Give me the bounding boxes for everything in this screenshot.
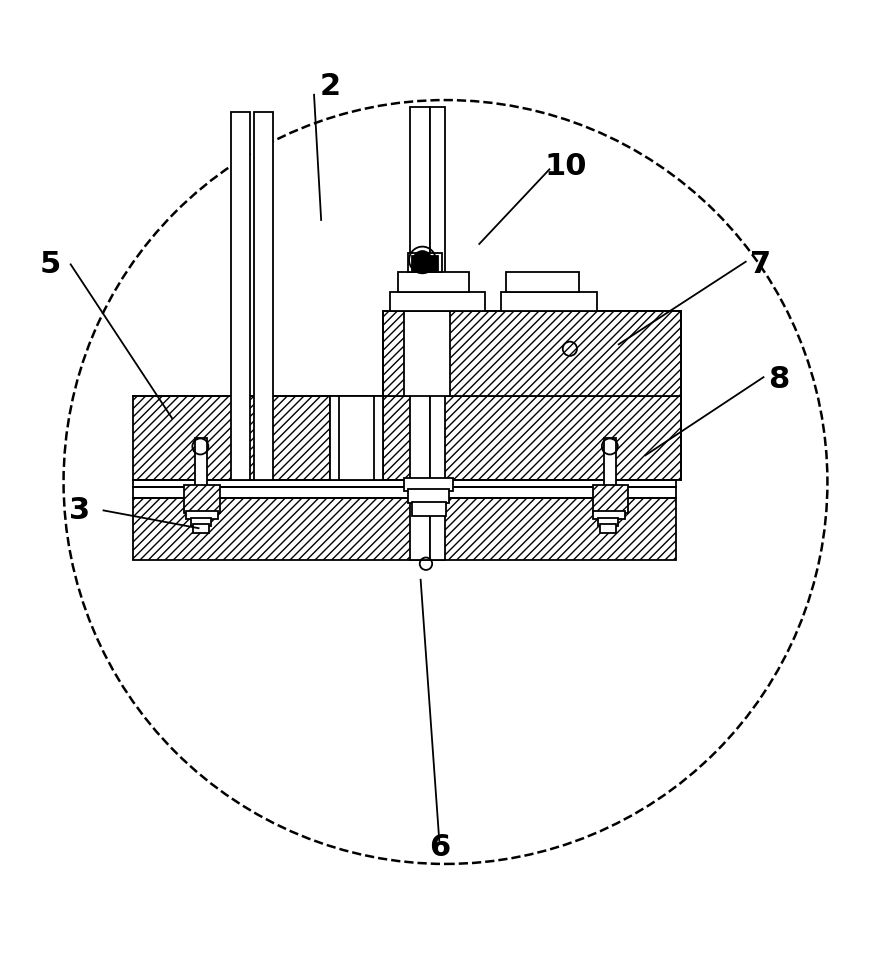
Bar xyxy=(330,396,383,480)
Bar xyxy=(192,518,211,526)
Bar xyxy=(598,518,617,526)
Bar xyxy=(408,489,449,503)
Text: 5: 5 xyxy=(39,250,61,279)
Bar xyxy=(412,256,438,271)
Bar xyxy=(339,396,374,480)
Text: 10: 10 xyxy=(544,152,586,181)
Bar xyxy=(398,273,470,292)
Bar xyxy=(593,485,628,513)
Bar xyxy=(186,511,218,520)
Bar xyxy=(133,480,676,488)
Bar xyxy=(412,501,446,516)
Bar xyxy=(603,438,616,487)
Bar xyxy=(195,438,208,487)
Bar xyxy=(231,112,250,480)
Bar xyxy=(506,273,579,292)
Bar xyxy=(600,523,616,533)
Bar xyxy=(133,498,676,560)
Bar xyxy=(133,488,676,498)
Text: 6: 6 xyxy=(429,834,450,863)
Bar xyxy=(383,311,681,396)
Bar xyxy=(593,511,625,520)
Text: 8: 8 xyxy=(768,365,789,394)
Bar xyxy=(184,485,220,513)
Bar xyxy=(410,107,429,560)
Text: 3: 3 xyxy=(69,495,90,525)
Bar xyxy=(404,311,450,396)
Bar xyxy=(193,523,209,533)
Bar xyxy=(133,396,330,480)
Circle shape xyxy=(413,251,431,269)
Text: 2: 2 xyxy=(320,72,340,101)
Text: 7: 7 xyxy=(750,250,772,279)
Bar xyxy=(389,292,486,311)
Bar xyxy=(383,396,681,480)
Bar xyxy=(502,292,597,311)
Bar xyxy=(408,253,442,273)
Bar xyxy=(429,107,446,560)
Bar xyxy=(254,112,274,480)
Bar xyxy=(404,478,453,491)
